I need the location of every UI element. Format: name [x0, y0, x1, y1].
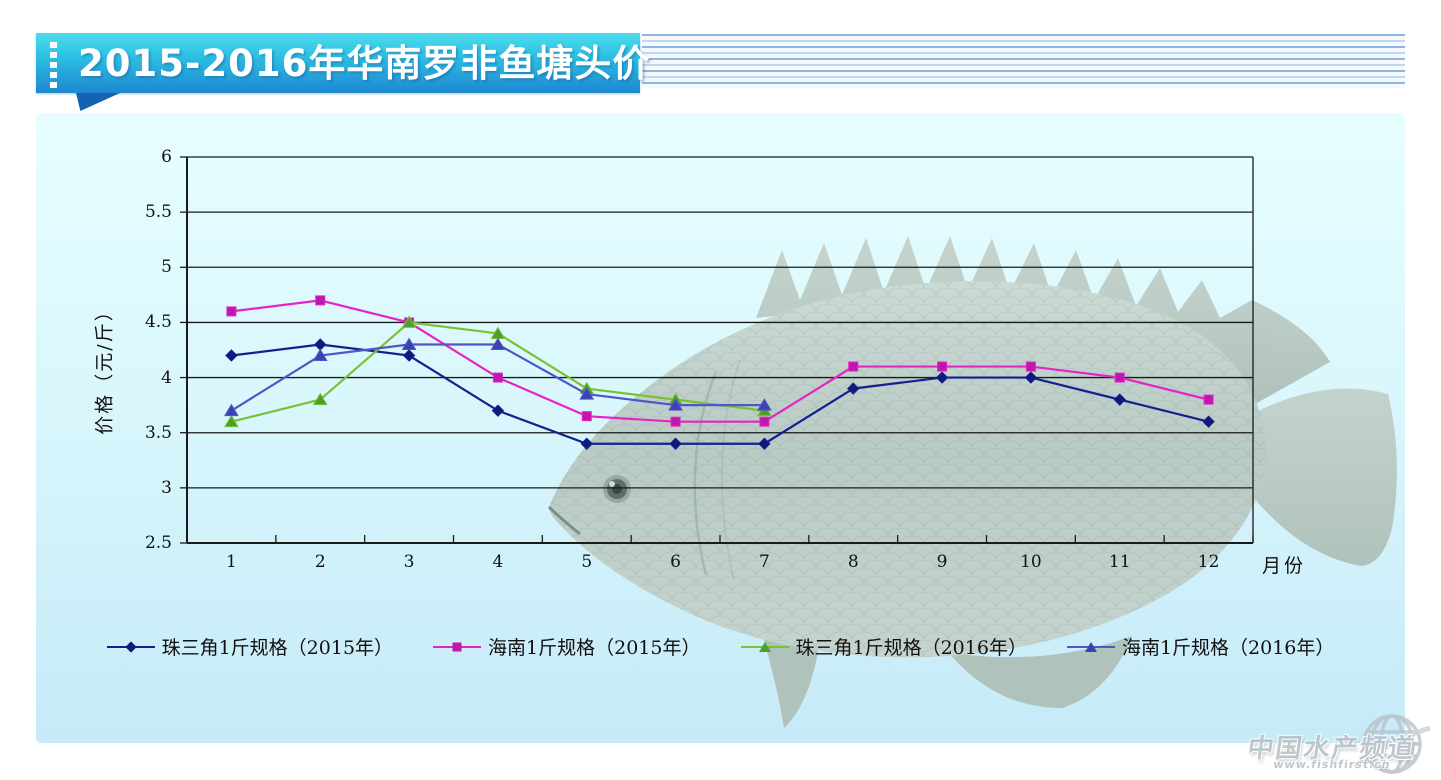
header-pinstripes [642, 34, 1405, 88]
x-tick-label: 7 [758, 552, 770, 572]
legend-label: 海南1斤规格（2015年） [488, 637, 701, 659]
x-tick-label: 4 [492, 552, 504, 572]
y-tick-label: 5 [161, 257, 172, 278]
y-tick-label: 3.5 [144, 422, 172, 443]
plot-series [224, 295, 1215, 450]
chart-legend: 珠三角1斤规格（2015年） 海南1斤规格（2015年） 珠三角1斤规格（2016年… [36, 633, 1405, 660]
legend-triangle-marker [740, 641, 789, 653]
y-tick-label: 2.5 [144, 533, 172, 553]
y-axis-title: 价格（元/斤） [93, 299, 116, 435]
x-tick-label: 9 [936, 552, 948, 572]
x-tick-label: 12 [1197, 552, 1220, 572]
watermark-site-url: www.fishfirst.cn [1272, 758, 1392, 771]
legend-item-1: 海南1斤规格（2015年） [433, 633, 701, 660]
x-tick-label: 5 [581, 552, 593, 572]
x-tick-label: 10 [1020, 552, 1042, 572]
y-tick-label: 4.5 [144, 312, 172, 333]
legend-label: 珠三角1斤规格（2015年） [161, 637, 394, 659]
x-tick-label: 8 [847, 552, 859, 572]
dotted-line-decoration [50, 42, 57, 88]
y-tick-label: 5.5 [144, 202, 172, 223]
page-title: 2015-2016年华南罗非鱼塘头价 [78, 42, 651, 85]
series-line-1 [226, 295, 1214, 427]
x-tick-label: 2 [314, 552, 326, 572]
globe-icon [1352, 714, 1431, 774]
y-tick-label: 6 [161, 147, 172, 167]
legend-label: 珠三角1斤规格（2016年） [795, 637, 1027, 659]
legend-triangle-marker [1066, 641, 1115, 653]
legend-item-3: 海南1斤规格（2016年） [1066, 633, 1335, 660]
y-tick-label: 4 [161, 367, 172, 388]
legend-label: 海南1斤规格（2016年） [1121, 637, 1335, 659]
y-tick-label: 3 [161, 477, 172, 498]
x-tick-label: 1 [225, 552, 237, 572]
legend-item-2: 珠三角1斤规格（2016年） [740, 633, 1027, 660]
legend-square-marker [433, 641, 482, 653]
x-tick-label: 11 [1108, 552, 1131, 572]
x-tick-label: 3 [403, 552, 415, 572]
series-line-0 [225, 338, 1215, 450]
x-axis-title: 月份 [1262, 555, 1307, 577]
plot-grid [180, 156, 1254, 544]
fish-image [547, 236, 1397, 728]
watermark: 中国水产频道 www.fishfirst.cn [1232, 700, 1437, 780]
legend-item-0: 珠三角1斤规格（2015年） [106, 633, 394, 660]
x-tick-label: 6 [670, 552, 681, 572]
legend-diamond-marker [106, 640, 155, 653]
series-line-3 [224, 337, 772, 417]
title-banner: 2015-2016年华南罗非鱼塘头价 [36, 33, 649, 93]
